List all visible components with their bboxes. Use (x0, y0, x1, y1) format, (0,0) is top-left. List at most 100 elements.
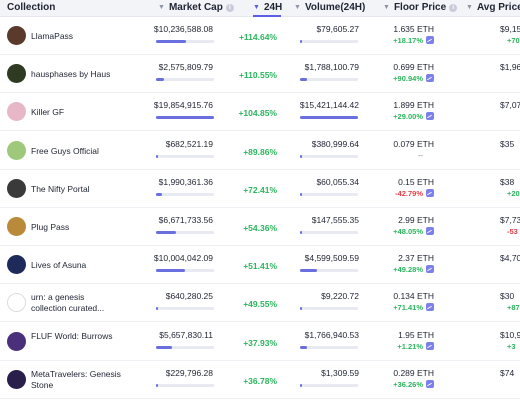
chart-icon[interactable] (426, 36, 434, 44)
table-row[interactable]: urn: a genesis collection curated... $64… (0, 284, 520, 323)
market-cap-bar-fill (156, 78, 164, 82)
header-volume[interactable]: ▼ Volume(24H) (294, 0, 365, 17)
market-cap-value: $682,521.19 (165, 138, 213, 149)
table-row[interactable]: MetaTravelers: Genesis Stone $229,796.28… (0, 361, 520, 399)
chart-icon[interactable] (426, 188, 434, 197)
info-icon[interactable]: i (225, 4, 234, 12)
market-cap-bar-fill (156, 40, 187, 43)
collection-name[interactable]: LlamaPass (31, 31, 74, 41)
floor-change-value: +49.28% (393, 265, 423, 275)
chart-icon[interactable] (426, 112, 434, 121)
market-cap-bar (156, 307, 214, 311)
floor-change-value: +29.00% (393, 112, 423, 122)
collection-name[interactable]: FLUF World: Burrows (31, 330, 113, 341)
change-24h-value: +51.41% (243, 261, 277, 272)
collection-name[interactable]: hausphases by Haus (31, 69, 111, 80)
sort-arrow-icon: ▼ (294, 4, 301, 11)
collection-name[interactable]: urn: a genesis collection curated... (31, 292, 105, 314)
collection-avatar[interactable] (7, 217, 26, 236)
collection-avatar[interactable] (7, 64, 26, 84)
change-24h-value: +54.36% (243, 223, 277, 233)
volume-bar-fill (300, 345, 307, 349)
volume-bar-fill (300, 269, 318, 273)
header-volume-label: Volume(24H) (304, 2, 366, 13)
change-24h-value: +37.93% (243, 337, 277, 348)
collection-avatar[interactable] (7, 178, 26, 198)
table-row[interactable]: The Nifty Portal $1,990,361.36 +72.41% $… (0, 170, 520, 208)
floor-change-value: +90.94% (393, 74, 423, 84)
volume-bar (300, 154, 358, 158)
floor-price-value: 0.699 ETH (393, 62, 434, 73)
market-cap-bar (156, 154, 214, 158)
floor-change-value: +18.17% (393, 36, 423, 45)
info-icon[interactable]: i (449, 4, 458, 12)
floor-price-value: 2.37 ETH (398, 253, 434, 264)
avg-price-value: $35 (500, 138, 515, 149)
floor-price-value: 1.95 ETH (398, 329, 434, 340)
chart-icon[interactable] (426, 227, 434, 235)
floor-price-value: 0.079 ETH (393, 138, 434, 149)
market-cap-value: $19,854,915.76 (153, 100, 213, 111)
volume-value: $1,788,100.79 (304, 62, 359, 73)
change-24h-value: +89.86% (243, 146, 277, 157)
chart-icon[interactable] (426, 74, 434, 83)
volume-bar-fill (300, 383, 302, 387)
floor-change-value: +1.21% (397, 341, 423, 351)
avg-price-value: $1,96 (500, 62, 520, 73)
floor-change-value: -- (418, 150, 423, 160)
chart-icon[interactable] (426, 303, 434, 312)
header-floor-price-label: Floor Price (393, 2, 447, 13)
volume-bar-fill (300, 307, 302, 311)
table-row[interactable]: Killer GF $19,854,915.76 +104.85% $15,42… (0, 93, 520, 132)
market-cap-value: $5,657,830.11 (159, 329, 213, 340)
market-cap-bar-fill (156, 231, 176, 234)
volume-bar (300, 40, 358, 43)
table-row[interactable]: Plug Pass $6,671,733.56 +54.36% $147,555… (0, 208, 520, 246)
change-24h-value: +104.85% (238, 108, 277, 119)
volume-bar-fill (300, 78, 307, 82)
collection-name[interactable]: Free Guys Official (31, 145, 99, 156)
collection-avatar[interactable] (7, 102, 26, 122)
collection-name[interactable]: The Nifty Portal (31, 183, 90, 194)
volume-value: $380,999.64 (311, 138, 359, 149)
header-24h-label: 24H (263, 2, 283, 13)
table-row[interactable]: LlamaPass $10,236,588.08 +114.64% $79,60… (0, 17, 520, 55)
collection-name[interactable]: Lives of Asuna (31, 260, 87, 271)
table-row[interactable]: FLUF World: Burrows $5,657,830.11 +37.93… (0, 323, 520, 361)
volume-value: $4,599,509.59 (304, 253, 359, 264)
table-row[interactable]: hausphases by Haus $2,575,809.79 +110.55… (0, 55, 520, 94)
collection-avatar[interactable] (7, 293, 26, 313)
floor-change-value: +48.05% (393, 227, 423, 236)
header-24h[interactable]: ▼ 24H (253, 0, 283, 17)
chart-icon[interactable] (426, 265, 434, 274)
volume-bar (300, 192, 358, 196)
avg-price-value: $38 (500, 176, 515, 187)
market-cap-bar (156, 383, 214, 387)
collection-avatar[interactable] (7, 26, 26, 45)
header-market-cap[interactable]: ▼ Market Cap i (158, 0, 234, 17)
market-cap-value: $2,575,809.79 (158, 62, 213, 73)
header-avg-price[interactable]: ▼Avg Price(2 (466, 0, 520, 17)
collection-avatar[interactable] (7, 140, 26, 160)
chart-icon[interactable] (426, 341, 434, 350)
floor-change-value: +71.41% (393, 303, 423, 313)
volume-value: $60,055.34 (316, 176, 359, 187)
floor-price-value: 0.15 ETH (398, 176, 434, 187)
table-row[interactable]: Lives of Asuna $10,004,042.09 +51.41% $4… (0, 246, 520, 285)
collection-name[interactable]: MetaTravelers: Genesis Stone (31, 368, 121, 390)
header-floor-price[interactable]: ▼ Floor Price i (383, 0, 458, 17)
collection-avatar[interactable] (7, 331, 26, 351)
market-cap-value: $10,236,588.08 (153, 24, 213, 34)
table-row[interactable]: Free Guys Official $682,521.19 +89.86% $… (0, 132, 520, 170)
market-cap-bar (156, 269, 214, 273)
floor-change-value: -42.79% (395, 188, 423, 198)
market-cap-value: $640,280.25 (165, 291, 213, 302)
floor-change-value: +36.26% (393, 379, 423, 389)
header-collection[interactable]: Collection (7, 0, 55, 17)
collection-name[interactable]: Killer GF (31, 107, 65, 118)
collection-avatar[interactable] (7, 369, 26, 389)
collection-name[interactable]: Plug Pass (31, 222, 70, 232)
chart-icon[interactable] (426, 379, 434, 388)
volume-bar-fill (300, 154, 302, 158)
collection-avatar[interactable] (7, 255, 26, 275)
